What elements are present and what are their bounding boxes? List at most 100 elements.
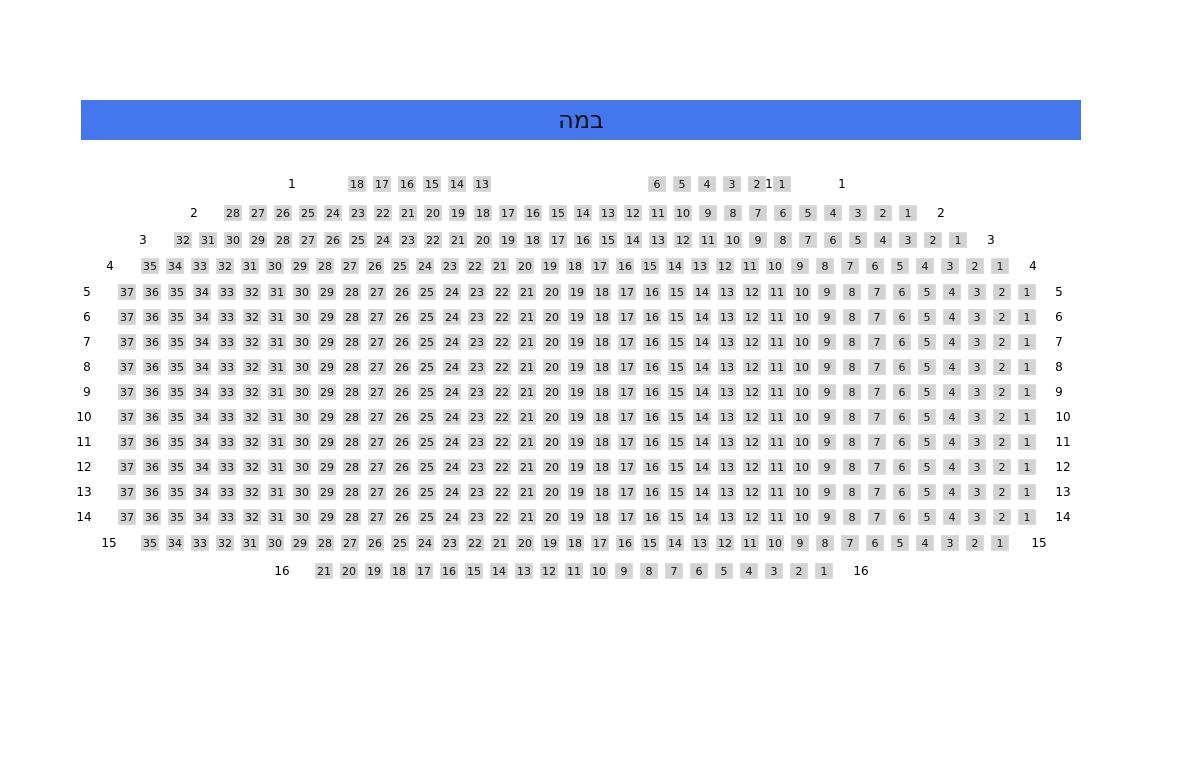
seat-row7-29[interactable]: 29 xyxy=(318,334,336,350)
seat-row8-36[interactable]: 36 xyxy=(143,359,161,375)
seat-row15-25[interactable]: 25 xyxy=(391,535,409,551)
seat-row6-5[interactable]: 5 xyxy=(918,309,936,325)
seat-row2-27[interactable]: 27 xyxy=(249,205,267,221)
seat-row13-36[interactable]: 36 xyxy=(143,484,161,500)
seat-row1-5[interactable]: 5 xyxy=(673,176,691,192)
seat-row11-21[interactable]: 21 xyxy=(518,434,536,450)
seat-row14-18[interactable]: 18 xyxy=(593,509,611,525)
seat-row10-33[interactable]: 33 xyxy=(218,409,236,425)
seat-row14-19[interactable]: 19 xyxy=(568,509,586,525)
seat-row10-32[interactable]: 32 xyxy=(243,409,261,425)
seat-row8-3[interactable]: 3 xyxy=(968,359,986,375)
seat-row14-30[interactable]: 30 xyxy=(293,509,311,525)
seat-row2-8[interactable]: 8 xyxy=(724,205,742,221)
seat-row11-36[interactable]: 36 xyxy=(143,434,161,450)
seat-row7-7[interactable]: 7 xyxy=(868,334,886,350)
seat-row7-19[interactable]: 19 xyxy=(568,334,586,350)
seat-row9-33[interactable]: 33 xyxy=(218,384,236,400)
seat-row3-25[interactable]: 25 xyxy=(349,232,367,248)
seat-row6-7[interactable]: 7 xyxy=(868,309,886,325)
seat-row13-3[interactable]: 3 xyxy=(968,484,986,500)
seat-row13-35[interactable]: 35 xyxy=(168,484,186,500)
seat-row3-18[interactable]: 18 xyxy=(524,232,542,248)
seat-row15-12[interactable]: 12 xyxy=(716,535,734,551)
seat-row5-31[interactable]: 31 xyxy=(268,284,286,300)
seat-row9-32[interactable]: 32 xyxy=(243,384,261,400)
seat-row6-24[interactable]: 24 xyxy=(443,309,461,325)
seat-row3-28[interactable]: 28 xyxy=(274,232,292,248)
seat-row10-16[interactable]: 16 xyxy=(643,409,661,425)
seat-row2-24[interactable]: 24 xyxy=(324,205,342,221)
seat-row15-28[interactable]: 28 xyxy=(316,535,334,551)
seat-row8-4[interactable]: 4 xyxy=(943,359,961,375)
seat-row5-32[interactable]: 32 xyxy=(243,284,261,300)
seat-row5-24[interactable]: 24 xyxy=(443,284,461,300)
seat-row14-21[interactable]: 21 xyxy=(518,509,536,525)
seat-row9-26[interactable]: 26 xyxy=(393,384,411,400)
seat-row10-34[interactable]: 34 xyxy=(193,409,211,425)
seat-row2-3[interactable]: 3 xyxy=(849,205,867,221)
seat-row4-34[interactable]: 34 xyxy=(166,258,184,274)
seat-row7-9[interactable]: 9 xyxy=(818,334,836,350)
seat-row6-29[interactable]: 29 xyxy=(318,309,336,325)
seat-row8-29[interactable]: 29 xyxy=(318,359,336,375)
seat-row11-6[interactable]: 6 xyxy=(893,434,911,450)
seat-row2-26[interactable]: 26 xyxy=(274,205,292,221)
seat-row8-26[interactable]: 26 xyxy=(393,359,411,375)
seat-row12-1[interactable]: 1 xyxy=(1018,459,1036,475)
seat-row6-23[interactable]: 23 xyxy=(468,309,486,325)
seat-row6-3[interactable]: 3 xyxy=(968,309,986,325)
seat-row5-13[interactable]: 13 xyxy=(718,284,736,300)
seat-row5-17[interactable]: 17 xyxy=(618,284,636,300)
seat-row11-27[interactable]: 27 xyxy=(368,434,386,450)
seat-row10-3[interactable]: 3 xyxy=(968,409,986,425)
seat-row10-14[interactable]: 14 xyxy=(693,409,711,425)
seat-row2-1[interactable]: 1 xyxy=(899,205,917,221)
seat-row4-20[interactable]: 20 xyxy=(516,258,534,274)
seat-row6-21[interactable]: 21 xyxy=(518,309,536,325)
seat-row9-29[interactable]: 29 xyxy=(318,384,336,400)
seat-row12-20[interactable]: 20 xyxy=(543,459,561,475)
seat-row12-26[interactable]: 26 xyxy=(393,459,411,475)
seat-row7-30[interactable]: 30 xyxy=(293,334,311,350)
seat-row3-13[interactable]: 13 xyxy=(649,232,667,248)
seat-row16-14[interactable]: 14 xyxy=(490,563,508,579)
seat-row10-7[interactable]: 7 xyxy=(868,409,886,425)
seat-row9-19[interactable]: 19 xyxy=(568,384,586,400)
seat-row10-31[interactable]: 31 xyxy=(268,409,286,425)
seat-row7-27[interactable]: 27 xyxy=(368,334,386,350)
seat-row14-20[interactable]: 20 xyxy=(543,509,561,525)
seat-row9-25[interactable]: 25 xyxy=(418,384,436,400)
seat-row5-16[interactable]: 16 xyxy=(643,284,661,300)
seat-row10-28[interactable]: 28 xyxy=(343,409,361,425)
seat-row11-3[interactable]: 3 xyxy=(968,434,986,450)
seat-row2-2[interactable]: 2 xyxy=(874,205,892,221)
seat-row9-23[interactable]: 23 xyxy=(468,384,486,400)
seat-row4-6[interactable]: 6 xyxy=(866,258,884,274)
seat-row5-23[interactable]: 23 xyxy=(468,284,486,300)
seat-row5-6[interactable]: 6 xyxy=(893,284,911,300)
seat-row13-30[interactable]: 30 xyxy=(293,484,311,500)
seat-row10-36[interactable]: 36 xyxy=(143,409,161,425)
seat-row2-19[interactable]: 19 xyxy=(449,205,467,221)
seat-row6-34[interactable]: 34 xyxy=(193,309,211,325)
seat-row4-9[interactable]: 9 xyxy=(791,258,809,274)
seat-row11-28[interactable]: 28 xyxy=(343,434,361,450)
seat-row8-5[interactable]: 5 xyxy=(918,359,936,375)
seat-row5-27[interactable]: 27 xyxy=(368,284,386,300)
seat-row11-26[interactable]: 26 xyxy=(393,434,411,450)
seat-row13-37[interactable]: 37 xyxy=(118,484,136,500)
seat-row12-7[interactable]: 7 xyxy=(868,459,886,475)
seat-row12-16[interactable]: 16 xyxy=(643,459,661,475)
seat-row15-18[interactable]: 18 xyxy=(566,535,584,551)
seat-row7-4[interactable]: 4 xyxy=(943,334,961,350)
seat-row9-37[interactable]: 37 xyxy=(118,384,136,400)
seat-row10-24[interactable]: 24 xyxy=(443,409,461,425)
seat-row3-14[interactable]: 14 xyxy=(624,232,642,248)
seat-row7-32[interactable]: 32 xyxy=(243,334,261,350)
seat-row2-25[interactable]: 25 xyxy=(299,205,317,221)
seat-row1-17[interactable]: 17 xyxy=(373,176,391,192)
seat-row6-26[interactable]: 26 xyxy=(393,309,411,325)
seat-row12-33[interactable]: 33 xyxy=(218,459,236,475)
seat-row12-34[interactable]: 34 xyxy=(193,459,211,475)
